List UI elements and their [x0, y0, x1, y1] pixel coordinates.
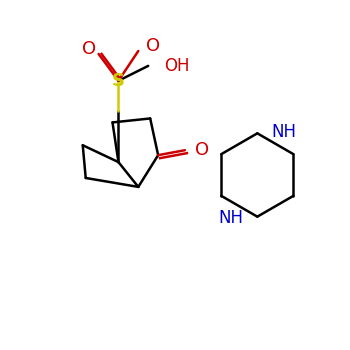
Text: O: O — [82, 40, 96, 58]
Text: NH: NH — [218, 209, 244, 227]
Text: NH: NH — [271, 123, 296, 141]
Text: O: O — [146, 37, 160, 55]
Text: O: O — [195, 141, 209, 159]
Text: S: S — [112, 72, 125, 90]
Text: OH: OH — [164, 57, 190, 75]
